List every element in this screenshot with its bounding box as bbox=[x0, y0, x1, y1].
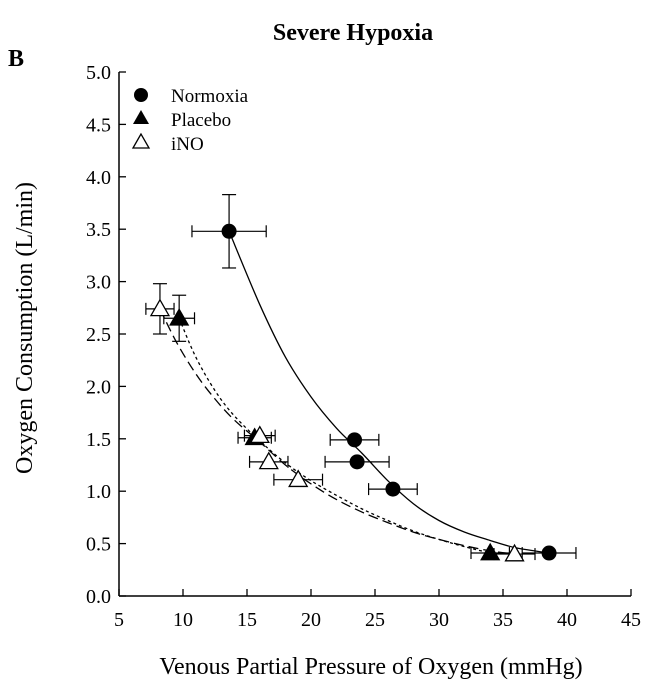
y-tick-label: 3.5 bbox=[86, 219, 111, 241]
y-axis-label: Oxygen Consumption (L/min) bbox=[12, 182, 38, 474]
x-tick-label: 20 bbox=[301, 609, 321, 631]
x-tick-label: 5 bbox=[114, 609, 124, 631]
data-point-normoxia bbox=[347, 432, 363, 448]
fit-curve-placebo bbox=[178, 318, 491, 554]
legend-marker-open-triangle bbox=[131, 132, 151, 149]
y-tick-label: 4.5 bbox=[86, 114, 111, 136]
data-point-normoxia bbox=[385, 481, 401, 497]
y-tick-label: 1.5 bbox=[86, 429, 111, 451]
y-tick-label: 4.0 bbox=[86, 167, 111, 189]
data-point-ino bbox=[504, 543, 525, 562]
x-tick-label: 15 bbox=[237, 609, 257, 631]
legend-marker-filled-circle bbox=[134, 88, 148, 102]
data-markers bbox=[149, 223, 557, 562]
x-tick-label: 25 bbox=[365, 609, 385, 631]
data-point-placebo bbox=[480, 542, 501, 561]
data-point-normoxia bbox=[221, 223, 237, 239]
legend-label: iNO bbox=[171, 134, 204, 155]
fit-curve-ino bbox=[159, 308, 515, 555]
error-bars bbox=[145, 194, 577, 561]
x-tick-label: 30 bbox=[429, 609, 449, 631]
y-ticks: 0.0 0.5 1.0 1.5 2.0 2.5 3.0 3.5 4.0 4.5 5.0 bbox=[86, 62, 126, 608]
fit-curves bbox=[159, 231, 550, 555]
data-point-ino bbox=[288, 469, 309, 488]
x-axis-label: Venous Partial Pressure of Oxygen (mmHg) bbox=[159, 654, 582, 680]
x-tick-label: 45 bbox=[621, 609, 641, 631]
legend-label: Normoxia bbox=[171, 86, 249, 107]
x-tick-label: 10 bbox=[173, 609, 193, 631]
fit-curve-normoxia bbox=[228, 231, 550, 554]
legend-item-ino: iNO bbox=[131, 132, 204, 155]
y-tick-label: 0.5 bbox=[86, 534, 111, 556]
data-point-ino bbox=[149, 298, 171, 317]
y-tick-label: 3.0 bbox=[86, 272, 111, 294]
legend-item-placebo: Placebo bbox=[133, 110, 231, 131]
plot-area: 0.0 0.5 1.0 1.5 2.0 2.5 3.0 3.5 4.0 4.5 5.0 5 10 15 2… bbox=[86, 62, 641, 631]
data-point-normoxia bbox=[349, 454, 365, 470]
x-tick-label: 40 bbox=[557, 609, 577, 631]
legend: Normoxia Placebo iNO bbox=[131, 86, 249, 155]
data-point-normoxia bbox=[541, 545, 557, 561]
x-tick-label: 35 bbox=[493, 609, 513, 631]
y-tick-label: 0.0 bbox=[86, 586, 111, 608]
legend-label: Placebo bbox=[171, 110, 231, 131]
x-ticks: 5 10 15 20 25 30 35 40 45 bbox=[114, 589, 641, 631]
y-tick-label: 5.0 bbox=[86, 62, 111, 84]
y-tick-label: 2.5 bbox=[86, 324, 111, 346]
data-point-ino bbox=[258, 451, 279, 470]
y-tick-label: 1.0 bbox=[86, 481, 111, 503]
legend-marker-filled-triangle bbox=[133, 110, 149, 124]
panel-label: B bbox=[8, 46, 24, 72]
data-point-ino bbox=[249, 425, 270, 444]
data-point-placebo bbox=[169, 307, 190, 326]
legend-item-normoxia: Normoxia bbox=[134, 86, 249, 107]
y-tick-label: 2.0 bbox=[86, 376, 111, 398]
chart-title: Severe Hypoxia bbox=[273, 20, 433, 46]
